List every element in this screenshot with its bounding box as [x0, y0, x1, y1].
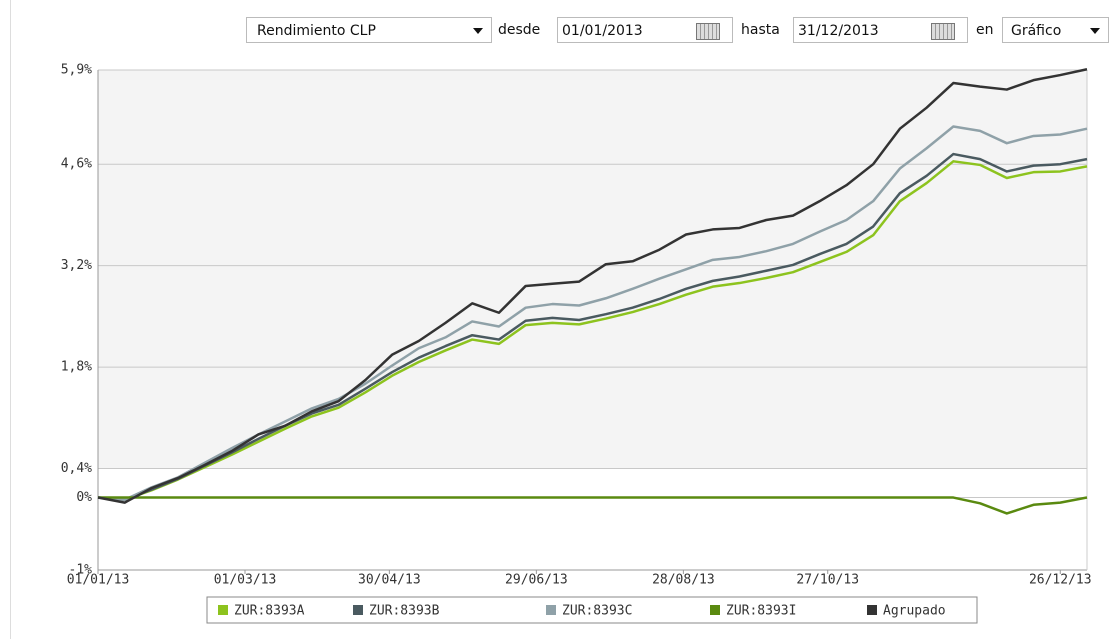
series-line — [97, 160, 1088, 501]
legend-label: ZUR:8393I — [726, 604, 796, 619]
y-tick-label: 4,6% — [61, 157, 92, 172]
from-value: 01/01/2013 — [562, 23, 643, 39]
metric-value: Rendimiento CLP — [257, 23, 376, 39]
view-label: en — [976, 22, 994, 38]
legend — [206, 596, 978, 624]
y-tick-label: -1% — [69, 563, 93, 578]
metric-select[interactable]: Rendimiento CLP — [246, 17, 492, 43]
dropdown-arrow — [1090, 28, 1100, 34]
legend-swatch — [353, 605, 363, 615]
from-label: desde — [498, 22, 541, 38]
legend-label: ZUR:8393A — [234, 604, 305, 619]
series-line — [97, 152, 1088, 501]
calendar-icon[interactable] — [696, 23, 720, 40]
to-value: 31/12/2013 — [798, 23, 879, 39]
x-tick-label: 26/12/13 — [1029, 573, 1092, 588]
calendar-icon[interactable] — [931, 23, 955, 40]
y-tick-label: 5,9% — [61, 63, 92, 78]
legend-swatch — [867, 605, 877, 615]
y-tick-label: 1,8% — [61, 360, 92, 375]
dropdown-arrow — [473, 28, 483, 34]
view-value: Gráfico — [1011, 23, 1062, 39]
left-border — [10, 0, 11, 639]
legend-label: ZUR:8393B — [369, 604, 440, 619]
series-line — [98, 496, 1088, 515]
to-input[interactable]: 31/12/2013 — [793, 17, 968, 43]
legend-swatch — [546, 605, 556, 615]
x-tick-label: 01/03/13 — [214, 573, 277, 588]
x-tick-label: 28/08/13 — [652, 573, 715, 588]
legend-swatch — [710, 605, 720, 615]
x-tick-label: 29/06/13 — [505, 573, 568, 588]
x-tick-label: 30/04/13 — [358, 573, 421, 588]
to-label: hasta — [741, 22, 780, 38]
series-line — [97, 68, 1088, 504]
x-tick-label: 01/01/13 — [67, 573, 130, 588]
legend-swatch — [218, 605, 228, 615]
plot-band — [98, 70, 1087, 469]
legend-label: Agrupado — [883, 604, 946, 619]
y-tick-label: 0,4% — [61, 461, 92, 476]
from-input[interactable]: 01/01/2013 — [557, 17, 733, 43]
legend-label: ZUR:8393C — [562, 604, 632, 619]
y-tick-label: 3,2% — [61, 258, 92, 273]
x-tick-label: 27/10/13 — [796, 573, 859, 588]
view-select[interactable]: Gráfico — [1002, 17, 1109, 43]
y-tick-label: 0% — [76, 490, 92, 505]
